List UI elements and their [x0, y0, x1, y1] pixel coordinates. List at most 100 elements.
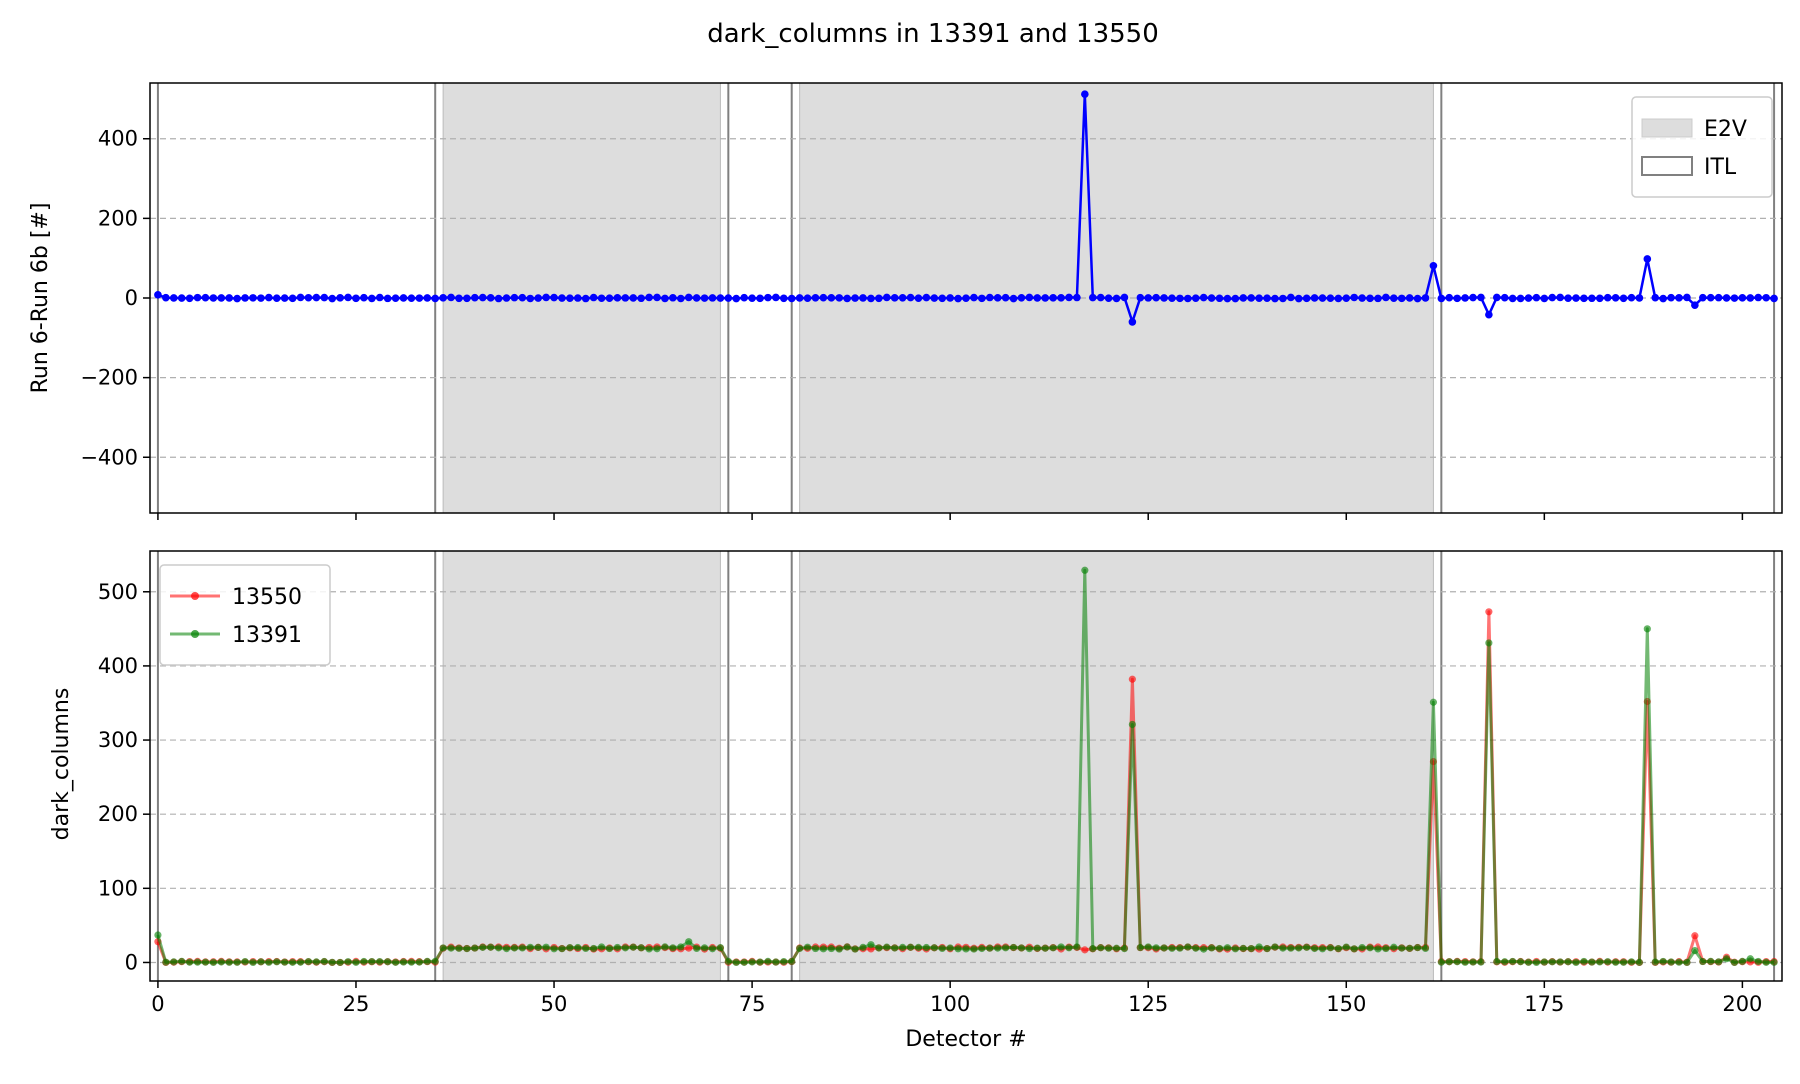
data-point	[653, 293, 661, 302]
data-point	[685, 938, 693, 946]
data-point	[613, 943, 622, 952]
data-point	[740, 958, 748, 966]
data-point	[732, 958, 740, 966]
data-point	[764, 293, 772, 302]
data-point	[1263, 294, 1271, 302]
data-point	[1445, 293, 1454, 302]
data-point	[859, 294, 867, 302]
data-point	[1580, 294, 1588, 303]
data-point	[1492, 293, 1501, 302]
data-point	[1516, 294, 1525, 303]
data-point	[1421, 944, 1430, 953]
data-point	[154, 931, 162, 939]
data-point	[1247, 944, 1255, 953]
data-point	[1477, 958, 1485, 966]
data-point	[914, 943, 923, 951]
data-point	[1334, 944, 1342, 953]
data-point	[1611, 294, 1620, 302]
data-point	[1271, 943, 1279, 951]
data-point	[1326, 294, 1335, 302]
data-point	[1295, 944, 1303, 952]
data-point	[1358, 294, 1366, 302]
data-point	[922, 943, 930, 952]
data-point	[1041, 944, 1049, 952]
data-point	[1643, 255, 1652, 263]
data-point	[186, 958, 194, 966]
data-point	[1477, 293, 1485, 302]
data-point	[1651, 958, 1659, 966]
data-point	[1548, 293, 1557, 302]
data-point	[1596, 958, 1604, 966]
data-point	[962, 945, 970, 953]
data-point	[550, 945, 558, 953]
data-point	[494, 294, 503, 303]
data-point	[1120, 945, 1129, 953]
data-point	[1714, 293, 1723, 302]
panel-difference: −400 −200 0 200 400 E2V ITL	[80, 82, 1783, 520]
data-point	[954, 294, 962, 303]
data-point	[1508, 294, 1517, 303]
y-tick-label: 0	[125, 286, 138, 310]
data-point	[304, 293, 313, 302]
data-point	[1073, 293, 1081, 302]
data-point	[930, 294, 939, 302]
data-point	[1318, 294, 1327, 302]
data-point	[1588, 958, 1596, 966]
data-point	[1548, 958, 1556, 966]
data-point	[1382, 944, 1390, 953]
data-point	[273, 958, 281, 966]
data-point	[566, 943, 574, 952]
x-tick-label: 200	[1722, 992, 1762, 1016]
data-point	[1049, 944, 1057, 952]
data-point	[193, 293, 202, 302]
data-point	[1223, 944, 1232, 952]
data-point	[748, 294, 756, 302]
data-point	[938, 294, 947, 303]
data-point	[1271, 294, 1279, 303]
data-point	[383, 294, 392, 303]
data-point	[985, 293, 994, 302]
data-point	[518, 293, 527, 302]
data-point	[700, 944, 709, 952]
data-point	[1081, 946, 1089, 954]
data-point	[217, 958, 225, 966]
data-point	[669, 944, 677, 952]
data-point	[1738, 294, 1747, 302]
e2v-region	[799, 550, 1434, 982]
data-point	[922, 293, 931, 302]
y-tick-label: 400	[98, 127, 138, 151]
data-point	[1397, 294, 1406, 303]
data-point	[296, 958, 305, 966]
data-point	[162, 293, 170, 302]
data-point	[566, 294, 574, 302]
data-point	[1088, 293, 1097, 302]
data-point	[415, 294, 424, 302]
data-point	[1500, 293, 1509, 302]
data-point	[368, 957, 376, 966]
data-point	[360, 293, 368, 302]
data-point	[1509, 957, 1517, 966]
data-point	[1176, 294, 1184, 303]
data-point	[431, 294, 440, 303]
data-point	[1540, 294, 1549, 303]
data-point	[764, 957, 772, 965]
data-point	[1754, 957, 1762, 966]
data-point	[1176, 944, 1184, 952]
data-point	[296, 293, 305, 302]
data-point	[1081, 566, 1089, 574]
legend-swatch-itl	[1641, 156, 1693, 176]
data-point	[336, 294, 344, 302]
data-point	[1699, 957, 1707, 966]
data-point	[827, 944, 835, 953]
data-point	[1406, 944, 1414, 952]
data-point	[756, 958, 764, 966]
data-point	[835, 945, 843, 953]
data-point	[970, 945, 978, 953]
data-point	[693, 944, 701, 953]
data-point	[708, 945, 717, 953]
data-point	[1366, 944, 1374, 952]
data-point	[653, 945, 661, 953]
data-point	[1532, 293, 1541, 302]
data-point	[1453, 958, 1461, 966]
data-point	[550, 293, 558, 302]
